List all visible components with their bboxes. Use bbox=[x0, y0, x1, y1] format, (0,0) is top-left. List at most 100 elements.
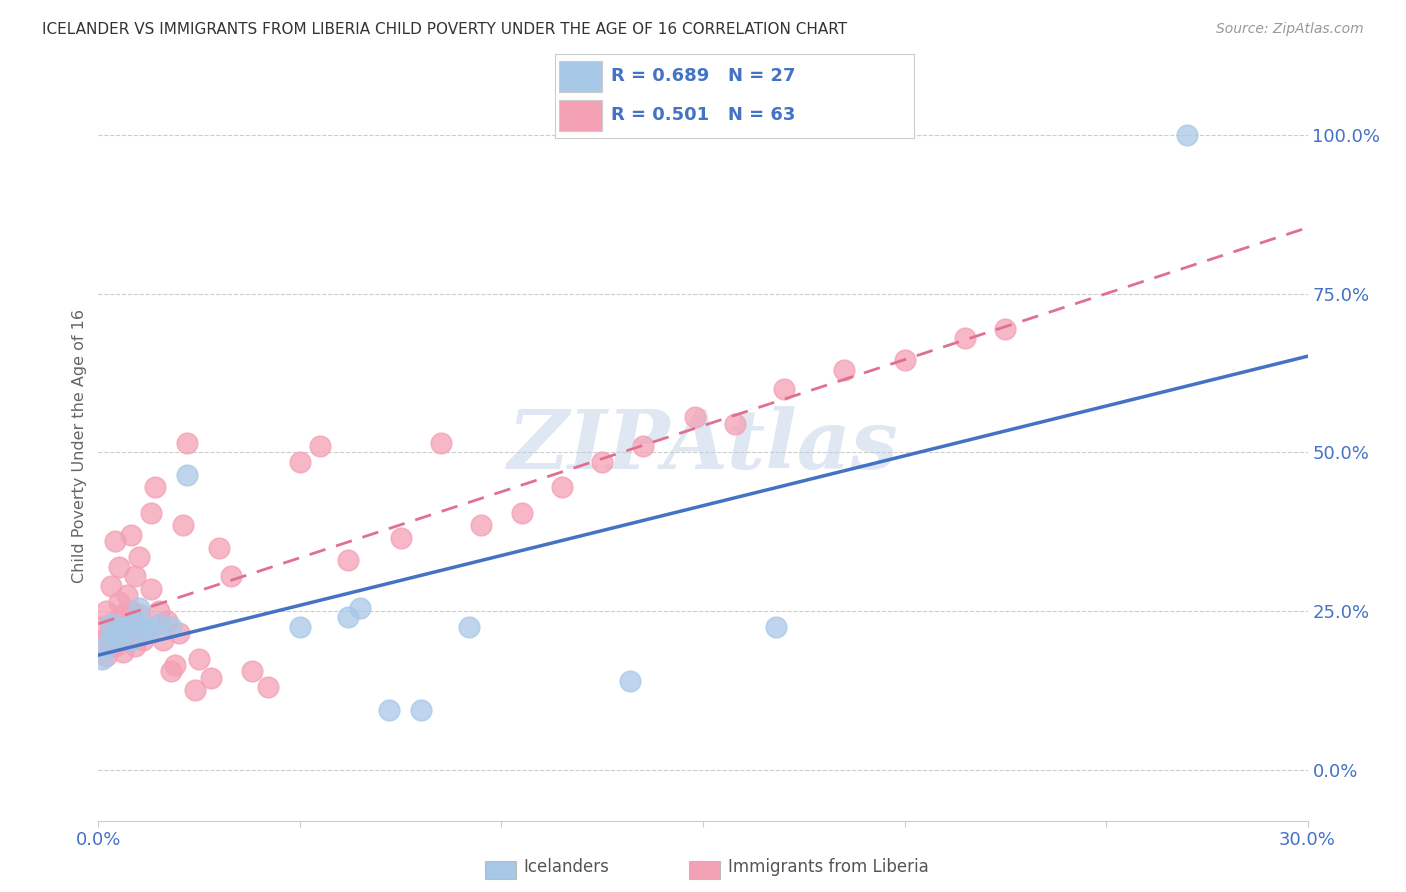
Point bbox=[96, 604, 118, 618]
Point bbox=[132, 632, 155, 647]
Text: R = 0.501   N = 63: R = 0.501 N = 63 bbox=[612, 106, 796, 124]
Point bbox=[200, 671, 222, 685]
Point bbox=[124, 614, 146, 628]
Point bbox=[389, 531, 412, 545]
Point bbox=[349, 601, 371, 615]
Point bbox=[832, 363, 855, 377]
Point bbox=[163, 658, 186, 673]
Point bbox=[176, 467, 198, 482]
Point bbox=[128, 607, 150, 622]
Point bbox=[120, 528, 142, 542]
Point bbox=[167, 626, 190, 640]
Point bbox=[1175, 128, 1198, 142]
Point bbox=[107, 632, 129, 647]
Point bbox=[96, 648, 118, 663]
Point bbox=[100, 616, 122, 631]
Point bbox=[96, 639, 118, 653]
Point bbox=[152, 632, 174, 647]
Point bbox=[107, 559, 129, 574]
Text: R = 0.689   N = 27: R = 0.689 N = 27 bbox=[612, 68, 796, 86]
Point bbox=[111, 607, 134, 622]
Point bbox=[309, 439, 332, 453]
Text: Icelanders: Icelanders bbox=[523, 858, 609, 876]
Point bbox=[107, 620, 129, 634]
Point bbox=[184, 683, 207, 698]
Point bbox=[100, 630, 122, 644]
Text: Immigrants from Liberia: Immigrants from Liberia bbox=[728, 858, 929, 876]
Point bbox=[337, 610, 360, 624]
Point bbox=[160, 665, 183, 679]
Point bbox=[510, 506, 533, 520]
Point bbox=[994, 321, 1017, 335]
Point bbox=[409, 702, 432, 716]
Point bbox=[377, 702, 399, 716]
Point bbox=[128, 601, 150, 615]
Point bbox=[631, 439, 654, 453]
Point bbox=[91, 632, 114, 647]
Point bbox=[221, 569, 243, 583]
Point bbox=[103, 626, 125, 640]
Point bbox=[124, 639, 146, 653]
Point bbox=[120, 604, 142, 618]
Point bbox=[111, 623, 134, 637]
Text: ICELANDER VS IMMIGRANTS FROM LIBERIA CHILD POVERTY UNDER THE AGE OF 16 CORRELATI: ICELANDER VS IMMIGRANTS FROM LIBERIA CHI… bbox=[42, 22, 848, 37]
Point bbox=[139, 506, 162, 520]
Point bbox=[683, 410, 706, 425]
Point bbox=[135, 620, 157, 634]
Point bbox=[143, 480, 166, 494]
Point bbox=[103, 614, 125, 628]
Point bbox=[148, 604, 170, 618]
Point bbox=[139, 582, 162, 596]
Text: ZIPAtlas: ZIPAtlas bbox=[508, 406, 898, 486]
FancyBboxPatch shape bbox=[560, 62, 602, 92]
Point bbox=[337, 553, 360, 567]
Point bbox=[139, 623, 162, 637]
Point bbox=[91, 651, 114, 665]
Point bbox=[724, 417, 747, 431]
Point bbox=[124, 569, 146, 583]
Point bbox=[103, 534, 125, 549]
Point bbox=[240, 665, 263, 679]
Point bbox=[115, 620, 138, 634]
Point bbox=[288, 620, 311, 634]
Point bbox=[107, 594, 129, 608]
Point bbox=[103, 639, 125, 653]
Point bbox=[91, 620, 114, 634]
Point bbox=[107, 632, 129, 647]
Point bbox=[458, 620, 481, 634]
Point bbox=[120, 632, 142, 647]
Point bbox=[148, 616, 170, 631]
Point bbox=[128, 550, 150, 565]
Point bbox=[100, 620, 122, 634]
Point bbox=[288, 455, 311, 469]
Y-axis label: Child Poverty Under the Age of 16: Child Poverty Under the Age of 16 bbox=[72, 309, 87, 583]
Point bbox=[765, 620, 787, 634]
Point bbox=[160, 620, 183, 634]
Point bbox=[172, 518, 194, 533]
Point bbox=[107, 620, 129, 634]
Point bbox=[953, 331, 976, 345]
Point bbox=[100, 639, 122, 653]
Point bbox=[893, 353, 915, 368]
Point bbox=[132, 626, 155, 640]
Point bbox=[256, 681, 278, 695]
Point bbox=[111, 645, 134, 659]
Point bbox=[128, 626, 150, 640]
Point bbox=[156, 614, 179, 628]
Point bbox=[619, 673, 641, 688]
Point bbox=[772, 382, 794, 396]
Point bbox=[115, 626, 138, 640]
Point bbox=[470, 518, 492, 533]
Point bbox=[100, 579, 122, 593]
Point bbox=[135, 623, 157, 637]
Point bbox=[208, 541, 231, 555]
Point bbox=[120, 632, 142, 647]
Point bbox=[176, 435, 198, 450]
Text: Source: ZipAtlas.com: Source: ZipAtlas.com bbox=[1216, 22, 1364, 37]
Point bbox=[551, 480, 574, 494]
Point bbox=[115, 588, 138, 602]
FancyBboxPatch shape bbox=[560, 100, 602, 130]
Point bbox=[188, 651, 211, 665]
Point bbox=[430, 435, 453, 450]
Point bbox=[591, 455, 613, 469]
